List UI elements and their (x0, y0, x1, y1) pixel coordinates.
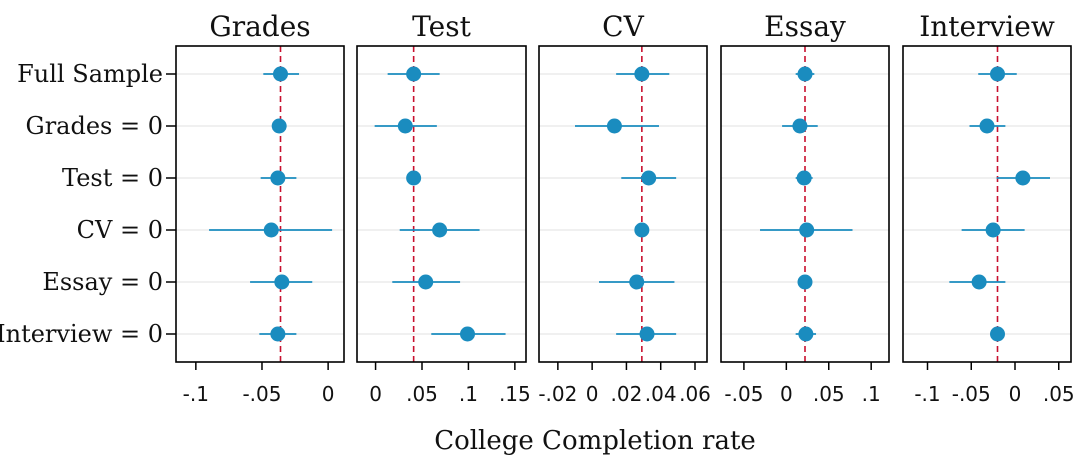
panel-background (357, 46, 526, 362)
panel-title: Essay (764, 10, 846, 43)
point-estimate (397, 118, 413, 134)
point-estimate (270, 170, 286, 186)
point-estimate (799, 222, 815, 238)
point-estimate (639, 326, 655, 342)
point-estimate (985, 222, 1001, 238)
panel-frame (538, 45, 708, 363)
point-estimate (406, 170, 422, 186)
x-tick-label: -.05 (952, 382, 991, 406)
panel-test: Test 0 .05 .1 .15 (356, 10, 531, 406)
point-estimate (629, 274, 645, 290)
point-estimate (273, 66, 289, 82)
x-tick-label: .04 (645, 382, 677, 406)
x-tick-label: 0 (322, 382, 335, 406)
panel-grades: Grades -.1 -.05 0 (175, 10, 345, 406)
point-estimate (792, 118, 808, 134)
point-estimate (274, 274, 290, 290)
x-tick-label: .1 (459, 382, 478, 406)
row-labels: Full Sample Grades = 0 Test = 0 CV = 0 Essay… (0, 60, 176, 348)
row-label: Full Sample (17, 60, 163, 88)
x-tick-label: .15 (499, 382, 531, 406)
panel-title: Test (412, 10, 471, 43)
point-estimate (971, 274, 987, 290)
panel-essay: Essay -.05 0 .05 .1 (720, 10, 890, 406)
point-estimate (634, 66, 650, 82)
x-tick-label: 0 (369, 382, 382, 406)
row-label: Grades = 0 (26, 112, 163, 140)
point-estimate (990, 326, 1005, 342)
point-estimate (797, 66, 813, 82)
panel-interview: Interview -.1 -.05 0 .05 (902, 10, 1075, 406)
x-tick-label: 0 (780, 382, 793, 406)
x-tick-label: -.05 (242, 382, 281, 406)
point-estimate (270, 326, 286, 342)
panel-background (539, 46, 707, 362)
x-tick-label: 0 (586, 382, 599, 406)
x-tick-label: .06 (679, 382, 711, 406)
point-estimate (798, 326, 814, 342)
x-tick-label: -.05 (724, 382, 763, 406)
panel-frame (720, 45, 890, 363)
x-tick-label: 0 (1009, 382, 1022, 406)
panel-title: Grades (209, 10, 310, 43)
panel-frame (902, 45, 1072, 363)
point-estimate (796, 170, 812, 186)
panels: Grades -.1 -.05 0 Test 0 .05 .1 .15 CV -.02 0 .02.04… (175, 10, 1075, 406)
x-tick-label: -.1 (183, 382, 209, 406)
point-estimate (406, 66, 422, 82)
panel-background (176, 46, 344, 362)
point-estimate (797, 274, 813, 290)
point-estimate (1015, 170, 1031, 186)
row-label: Essay = 0 (42, 268, 163, 296)
point-estimate (263, 222, 279, 238)
panel-frame (175, 45, 345, 363)
point-estimate (460, 326, 475, 342)
panel-background (903, 46, 1071, 362)
point-estimate (432, 222, 448, 238)
x-tick-label: .05 (813, 382, 845, 406)
panel-cv: CV -.02 0 .02.04.06 (538, 10, 711, 406)
point-estimate (634, 222, 650, 238)
x-tick-label: .02 (611, 382, 643, 406)
x-tick-label: .1 (862, 382, 881, 406)
point-estimate (418, 274, 434, 290)
x-tick-label: .05 (406, 382, 438, 406)
point-estimate (606, 118, 622, 134)
x-tick-label: .05 (1043, 382, 1075, 406)
point-estimate (979, 118, 995, 134)
row-label: CV = 0 (77, 216, 163, 244)
point-estimate (271, 118, 287, 134)
panel-title: CV (602, 10, 644, 43)
row-label: Interview = 0 (0, 320, 163, 348)
point-estimate (990, 66, 1005, 82)
panel-background (721, 46, 889, 362)
x-axis-label: College Completion rate (434, 426, 756, 456)
panel-title: Interview (919, 10, 1055, 43)
x-tick-label: -.1 (914, 382, 940, 406)
panel-frame (356, 45, 527, 363)
row-label: Test = 0 (62, 164, 163, 192)
x-tick-label: -.02 (538, 382, 577, 406)
point-estimate (641, 170, 657, 186)
